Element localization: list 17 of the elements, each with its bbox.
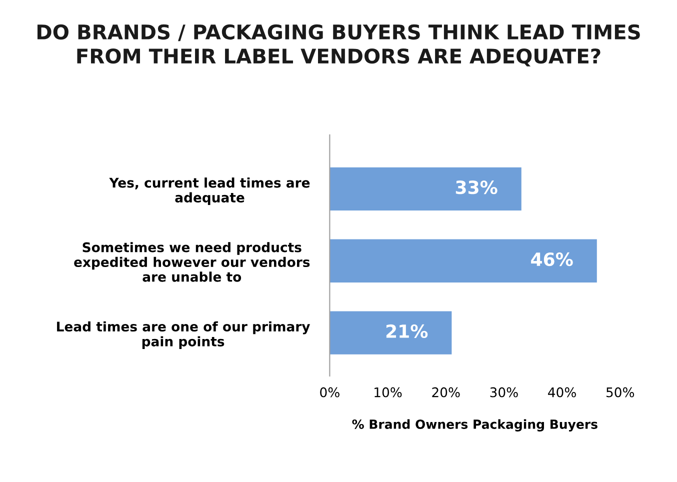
x-tick-label: 50% xyxy=(606,387,634,398)
data-label: 33% xyxy=(456,180,498,194)
x-axis-title: % Brand Owners Packaging Buyers xyxy=(352,419,598,432)
y-tick-label: Lead times are one of our primary pain points xyxy=(57,321,310,349)
bar xyxy=(330,311,452,354)
bar xyxy=(330,167,522,210)
y-tick-label: Yes, current lead times are adequate xyxy=(109,178,310,206)
x-tick-label: 0% xyxy=(320,387,340,398)
y-tick-label: Sometimes we need products expedited however our vendors are unable to xyxy=(74,242,310,282)
x-tick-label: 30% xyxy=(490,387,518,398)
data-label: 21% xyxy=(386,324,428,338)
x-tick-label: 40% xyxy=(548,387,576,398)
x-tick-label: 10% xyxy=(374,387,402,398)
x-tick-label: 20% xyxy=(432,387,460,398)
chart-title: DO BRANDS / PACKAGING BUYERS THINK LEAD TIMES FROM THEIR LABEL VENDORS ARE ADEQUATE? xyxy=(38,24,640,66)
data-label: 46% xyxy=(531,252,573,266)
bar xyxy=(330,239,597,282)
